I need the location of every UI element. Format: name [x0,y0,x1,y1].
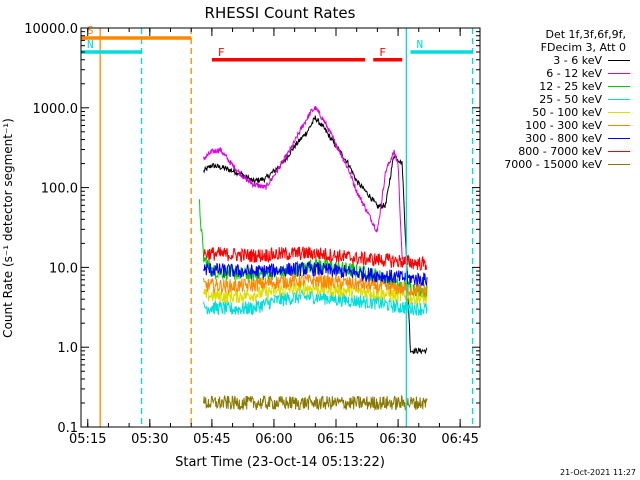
x-tick-label: 05:45 [193,432,230,447]
legend-swatch [608,99,630,100]
series-line-1 [203,115,428,355]
series-line-9 [203,394,428,412]
legend-entry: 100 - 300 keV [484,119,634,132]
legend-header-fdecim: FDecim 3, Att 0 [540,41,626,54]
legend-entry: 50 - 100 keV [484,106,634,119]
legend-entry-label: 7000 - 15000 keV [504,158,602,171]
legend: Det 1f,3f,6f,9f, FDecim 3, Att 0 3 - 6 k… [484,28,634,171]
legend-swatch [608,151,630,152]
flag-group: SN NF F [81,24,474,427]
legend-entry-label: 100 - 300 keV [525,119,602,132]
series-line-6 [203,273,428,299]
y-tick-label: 1.0 [57,341,78,356]
legend-entry-label: 12 - 25 keV [539,80,602,93]
series-line-7 [203,260,428,287]
legend-swatch [608,112,630,113]
legend-entry-label: 6 - 12 keV [546,67,602,80]
x-axis: 05:15 05:30 05:45 06:00 06:15 06:30 06:45 [69,28,479,447]
flag-letter: N [87,38,94,51]
legend-swatch [608,60,630,61]
legend-entry: 12 - 25 keV [484,80,634,93]
legend-entry-label: 300 - 800 keV [525,132,602,145]
legend-entry: 6 - 12 keV [484,67,634,80]
flag-letter: S [87,24,94,37]
y-axis-label: Count Rate (s⁻¹ detector segment⁻¹) [1,118,15,338]
y-tick-label: 0.1 [57,421,78,436]
y-tick-label: 1000.0 [33,102,79,117]
legend-entry-label: 800 - 7000 keV [518,145,602,158]
legend-swatch [608,125,630,126]
series-line-8 [203,246,428,271]
y-tick-label: 100.0 [41,182,78,197]
x-tick-label: 06:00 [255,432,292,447]
legend-entry: 300 - 800 keV [484,132,634,145]
y-tick-label: 10.0 [49,261,78,276]
legend-swatch [608,164,630,165]
x-tick-label: 06:30 [379,432,416,447]
x-tick-label: 05:30 [131,432,168,447]
legend-header-detectors: Det 1f,3f,6f,9f, [545,28,626,41]
legend-entry-label: 25 - 50 keV [539,93,602,106]
x-tick-label: 06:15 [317,432,354,447]
legend-entry: 800 - 7000 keV [484,145,634,158]
legend-entry-label: 50 - 100 keV [532,106,602,119]
legend-entry: 25 - 50 keV [484,93,634,106]
legend-entry: 7000 - 15000 keV [484,158,634,171]
legend-swatch [608,73,630,74]
timestamp: 21-Oct-2021 11:27 [560,468,636,477]
legend-entry: 3 - 6 keV [484,54,634,67]
chart-title: RHESSI Count Rates [205,4,356,22]
series-group [199,105,428,412]
x-axis-label: Start Time (23-Oct-14 05:13:22) [175,455,385,470]
y-tick-label: 10000.0 [24,22,78,37]
legend-swatch [608,138,630,139]
legend-swatch [608,86,630,87]
x-tick-label: 06:45 [441,432,478,447]
flag-letter: F [218,46,225,59]
series-line-2 [203,105,403,260]
x-tick-label: 05:15 [69,432,106,447]
y-axis: 0.1 1.0 10.0 100.0 1000.0 10000.0 [24,22,480,436]
legend-entry-label: 3 - 6 keV [553,54,602,67]
flag-letter: N [416,38,423,51]
flag-letter: F [379,46,386,59]
plot-frame [80,27,481,428]
